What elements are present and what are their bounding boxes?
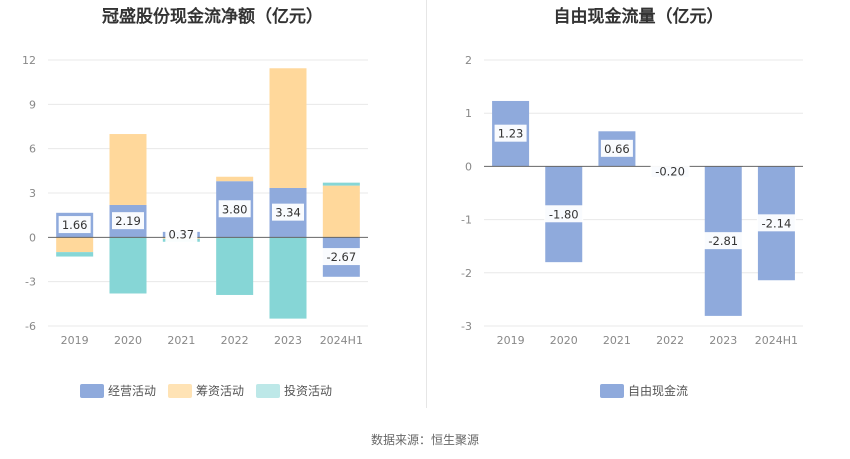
left-ytick-label: 12 [22, 54, 36, 67]
bar-financing-2023 [269, 68, 307, 188]
legend-item-investing[interactable]: 投资活动 [256, 382, 332, 399]
bar-investing-2024H1 [322, 182, 360, 186]
left-xtick-label: 2022 [221, 334, 249, 347]
left-data-label: -2.67 [326, 250, 356, 264]
bar-investing-2022 [216, 237, 254, 295]
right-ytick-label: -3 [461, 320, 472, 333]
right-data-label: 0.66 [604, 142, 630, 156]
left-data-label: 0.37 [169, 228, 195, 242]
legend-label-financing: 筹资活动 [196, 384, 245, 398]
right-ytick-label: 2 [465, 54, 472, 67]
left-chart-title: 冠盛股份现金流净额（亿元） [102, 7, 323, 27]
right-data-label-bg [703, 232, 743, 250]
left-ytick-label: -6 [25, 320, 36, 333]
right-data-label: -0.20 [655, 165, 685, 179]
legend-swatch-fcf [600, 383, 624, 398]
left-data-label-bg [321, 248, 361, 266]
left-xtick-label: 2023 [274, 334, 302, 347]
legend-label-operating: 经营活动 [108, 384, 157, 398]
right-data-label-bg [650, 162, 690, 180]
left-ytick-label: 9 [29, 98, 36, 111]
right-chart-title: 自由现金流量（亿元） [553, 7, 724, 27]
left-data-label: 2.19 [115, 214, 141, 228]
right-ytick-label: 0 [465, 160, 472, 173]
right-data-label-bg [600, 139, 633, 157]
left-xtick-label: 2024H1 [320, 334, 363, 347]
data-source-note: 数据来源：恒生聚源 [370, 433, 479, 447]
right-ytick-label: -1 [461, 214, 472, 227]
left-data-label: 3.80 [222, 202, 248, 216]
left-xtick-label: 2021 [167, 334, 195, 347]
left-chart-legend: 经营活动 筹资活动 投资活动 [80, 382, 344, 399]
left-xtick-label: 2019 [61, 334, 89, 347]
right-xtick-label: 2022 [656, 334, 684, 347]
bar-financing-2020 [109, 134, 147, 205]
left-data-label-bg [58, 216, 91, 234]
legend-item-financing[interactable]: 筹资活动 [168, 382, 244, 399]
legend-swatch-operating [80, 383, 104, 398]
left-data-label-bg [218, 200, 251, 218]
left-data-label-bg [165, 225, 198, 243]
left-ytick-label: -3 [25, 276, 36, 289]
bar-financing-2022 [216, 176, 254, 182]
right-ytick-label: 1 [465, 107, 472, 120]
legend-label-fcf: 自由现金流 [628, 384, 689, 398]
right-data-label-bg [544, 205, 584, 223]
right-chart-legend: 自由现金流 [600, 382, 700, 399]
right-data-label: -1.80 [549, 207, 579, 221]
left-data-label: 1.66 [62, 218, 88, 232]
legend-swatch-financing [168, 383, 193, 398]
legend-item-operating[interactable]: 经营活动 [80, 382, 156, 399]
right-xtick-label: 2021 [603, 334, 631, 347]
legend-item-fcf[interactable]: 自由现金流 [600, 382, 688, 399]
bar-financing-2019 [56, 237, 94, 253]
chart-divider [426, 0, 427, 408]
right-xtick-label: 2020 [550, 334, 578, 347]
legend-label-investing: 投资活动 [284, 384, 333, 398]
legend-swatch-investing [256, 383, 281, 398]
right-data-label-bg [494, 124, 527, 142]
bar-investing-2019 [56, 252, 94, 257]
right-ytick-label: -2 [461, 267, 472, 280]
right-data-label-bg [756, 214, 796, 232]
right-data-label: -2.81 [708, 234, 738, 248]
bar-investing-2023 [269, 237, 307, 319]
right-data-label: -2.14 [762, 216, 792, 230]
right-data-label: 1.23 [498, 127, 524, 141]
left-ytick-label: 3 [29, 187, 36, 200]
left-xtick-label: 2020 [114, 334, 142, 347]
left-data-label: 3.34 [275, 206, 301, 220]
bar-financing-2024H1 [322, 185, 360, 238]
left-data-label-bg [272, 203, 304, 221]
left-ytick-label: 0 [29, 231, 36, 244]
right-xtick-label: 2024H1 [755, 334, 798, 347]
left-data-label-bg [112, 212, 144, 230]
left-ytick-label: 6 [29, 143, 36, 156]
right-xtick-label: 2023 [709, 334, 737, 347]
right-xtick-label: 2019 [497, 334, 525, 347]
bar-investing-2020 [109, 237, 147, 294]
